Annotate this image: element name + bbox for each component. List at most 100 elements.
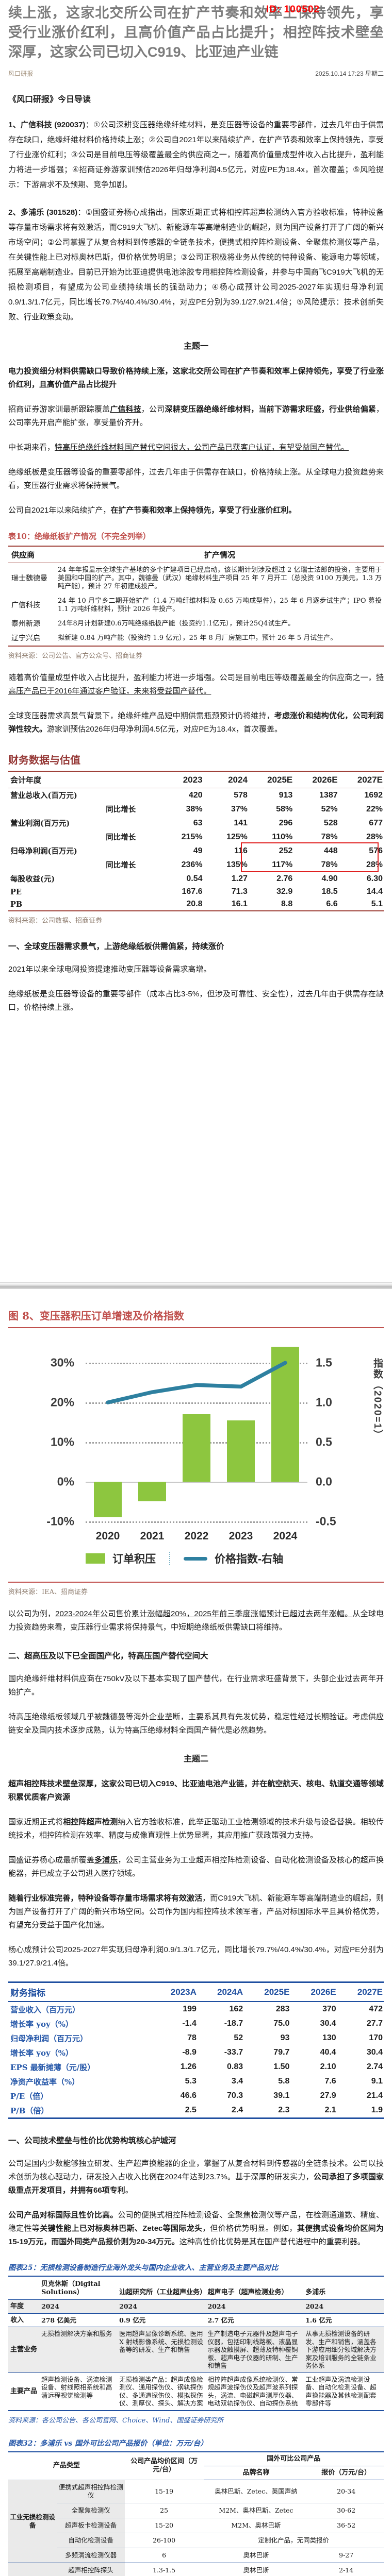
metric-value: 2.3 [278, 2106, 290, 2114]
table-cell: 相控阵超声成像系统检测仪、常规超声波探伤仪及超声波系列探头，涡流、电磁超声测厚仪… [207, 2375, 298, 2408]
group-label: 超声换能器 [8, 2562, 57, 2576]
text-segment: 超声相控阵技术壁垒深厚，这家公司已切入C919、比亚迪电池产业链，并在航空航天、… [8, 1780, 384, 1802]
right-axis-tick: 0.5 [316, 1435, 332, 1449]
merged-note: 定制化产品，无同类报价 [203, 2532, 384, 2548]
metric-value: 58% [276, 804, 293, 814]
text-segment: 国盛证券杨心成最新覆盖 [8, 1856, 94, 1865]
transformer-backlog-chart: 30% 1.5 20% 1.0 10% 0.5 0% 0.0 -10% -0.5 2020 2021 2… [8, 1335, 384, 1568]
metric-value: 38% [186, 804, 203, 814]
table-row: 年度 2024 2024 2024 2024 [8, 2299, 384, 2314]
text-segment: 以公司为例， [8, 1609, 56, 1618]
metric-value: 2.5 [185, 2106, 197, 2114]
column-header: 2026E [290, 1982, 337, 2002]
text-segment: ：①公司深耕变压器绝缘纤维材料，是变压器等设备的重要零部件，过去几年由于供需存在… [8, 121, 384, 189]
paragraph: 随着行业标准完善，特种设备等存量市场需求将有效激活，而C919大飞机、新能源车等… [8, 1892, 384, 1932]
metric-value: 116 [234, 846, 248, 855]
supplier-cell: 辽宁兴启 [11, 634, 40, 642]
metric-value: 2.74 [366, 2062, 383, 2071]
brand-names: 奥林巴斯 [203, 2547, 309, 2563]
text-segment: 关键性能上已对标奥林巴斯、Zetec等国际龙头 [40, 2224, 203, 2233]
column-header: 2025E [244, 1982, 291, 2002]
peer-comparison-table: 贝克休斯（Digital Solutions） 汕超研究所（工业超声业务） 超声电子… [8, 2276, 384, 2411]
metric-value: 1692 [364, 790, 383, 800]
company-header: 多浦乐 [303, 2276, 384, 2300]
metric-value: 75.0 [273, 2019, 290, 2028]
chart8-section: 图 8、变压器积压订单增速及价格指数 30% 1.5 20% 1.0 10% 0.5 0% 0… [0, 1308, 392, 1596]
text-segment: 考虑涨价和结构优化，公司利润弹性较大。 [8, 711, 384, 734]
metric-value: 78% [321, 832, 338, 841]
metric-value: 30.4 [320, 2019, 336, 2028]
row-label: 主营业务 [8, 2327, 40, 2373]
metric-value: 28% [366, 860, 383, 869]
metric-label: 增长率 yoy（%） [10, 2048, 73, 2058]
metric-value: 6.6 [326, 900, 338, 908]
right-axis-tick: -0.5 [316, 1514, 336, 1528]
t32-col-price: 公司产品均价区间（万元/台） [130, 2458, 198, 2473]
table-row: 收入 278 亿美元 0.9 亿元 2.7 亿元 1.6 亿元 [8, 2313, 384, 2327]
gridline [86, 1402, 307, 1404]
digest-item: 2、多浦乐 (301528)：①国盛证券杨心成指出，国家近期正式将相控阵超声检测… [8, 205, 384, 325]
column-header: 2024 [203, 771, 249, 788]
chart8-source: 资料来源：IEA、招商证券 [8, 1588, 88, 1596]
table-row: 主营业务 无损检测解决方案和服务 医用超声显像诊断系统、医用 X 射线影像系统、无损… [8, 2327, 384, 2373]
text-segment: ，公司率先开启产能扩张，享受量价齐升。 [8, 405, 384, 427]
table-cell: 无损检测类产品：超声成像检测仪、通用探伤仪、钢轨探伤仪、多通道探伤仪、模拟探伤仪… [119, 2375, 203, 2408]
metric-value: 3.4 [231, 2077, 243, 2086]
right-axis-tick: 0.0 [316, 1475, 332, 1488]
metric-value: 110% [272, 832, 293, 841]
text-segment: 1、广信科技 (920037) [8, 121, 86, 129]
metric-value: 130 [322, 2033, 336, 2042]
metric-value: 49 [193, 846, 203, 855]
column-header: 财务指标 [8, 1982, 151, 2002]
article-body: 主题一 电力投资细分材料供需缺口导致价格持续上涨，这家北交所公司在扩产节奏和效率上… [0, 340, 392, 1014]
group-label: 工业无损检测设备 [8, 2479, 57, 2563]
product-name: 超声板卡检测设备 [57, 2517, 125, 2533]
publish-datetime: 2025.10.14 17:23 星期二 [315, 70, 384, 77]
metric-value: 135% [226, 860, 248, 869]
price-range: 15-19 [124, 2479, 204, 2503]
metric-value: 2.10 [320, 2062, 336, 2071]
metric-value: 8.8 [281, 900, 293, 908]
metric-value: 63 [193, 818, 203, 827]
paragraph: 公司是国内少数能够独立研发、生产超声换能器的企业，掌握了从复合材料到传感器的全链… [8, 2157, 384, 2197]
metric-value: 40.4 [320, 2048, 336, 2057]
x-axis-tick: 2023 [228, 1530, 253, 1542]
id-watermark: ID: 100502 [266, 4, 320, 15]
price-range: 25 [124, 2502, 204, 2518]
metric-value: 252 [279, 846, 293, 855]
digest-item: 1、广信科技 (920037)：①公司深耕变压器绝缘纤维材料，是变压器等设备的重… [8, 117, 384, 192]
chart-plot-area [86, 1337, 307, 1523]
table32-caption: 图表32：多浦乐 vs 国外可比公司产品报价（单位：万元/台） [8, 2439, 208, 2448]
metric-label: 净资产收益率（%） [10, 2077, 80, 2087]
article-body-2: 以公司为例，2023-2024年公司售价累计涨幅超20%，2025年前三季度涨幅… [0, 1607, 392, 2576]
text-segment: 随着行业标准完善，特种设备等存量市场需求将有效激活 [8, 1894, 203, 1903]
page-divider-1 [0, 1282, 392, 1289]
text-segment: 国家近期正式将 [8, 1818, 63, 1826]
foreign-quote: 30-62 [308, 2502, 384, 2518]
after-fin2-flow: 一、公司技术壁垒与性价比优势构筑核心护城河公司是国内少数能够独立研发、生产超声换… [8, 2134, 384, 2249]
text-segment: 其便携式设备均价区间为15-19万元，而国外同类产品报价则为20-34万元。 [8, 2224, 384, 2246]
price-range: 26-100 [124, 2532, 204, 2548]
bar-2020 [94, 1482, 122, 1518]
paragraph: 国内绝缘纤维材料供应商在750kV及以下基本实现了国产替代，在行业需求旺盛背景下… [8, 1672, 384, 1699]
x-axis-tick: 2022 [184, 1530, 209, 1542]
metric-value: 420 [188, 790, 203, 800]
fin2-section: 财务指标 2023A 2024A 2025E 2026E 2027E 营业收入（百万元） 1… [8, 1981, 384, 2119]
theme1-flow: 主题一 电力投资细分材料供需缺口导致价格持续上涨，这家北交所公司在扩产节奏和效率上… [8, 340, 384, 517]
section-heading: 一、公司技术壁垒与性价比优势构筑核心护城河 [8, 2134, 384, 2146]
table-row: 广信科技 24 年 10 月宁乡二期开始扩产（1.4 万吨纤维材料及 0.65 万… [8, 594, 384, 617]
metric-value: 1387 [319, 790, 338, 800]
table-row: 营业利润(百万元) 63 141 296 528 677 [8, 816, 384, 830]
text-segment: 这种高性价比优势是其在国产替代进程中的重要利器。 [179, 2238, 365, 2246]
metric-label: EPS 最新摊薄（元/股） [10, 2062, 95, 2072]
metric-value: 5.8 [278, 2077, 290, 2086]
paragraph: 2021年以来全球电网投资提速推动变压器等设备需求高增。 [8, 963, 384, 976]
metric-value: 78% [321, 860, 338, 869]
detail-cell: 24年8月计划新建0.6万吨绝缘纸板产能（投资约1.1亿元），预计25Q4试生产… [58, 620, 295, 628]
table-row: 同比增长 38% 37% 58% 52% 22% [8, 802, 384, 816]
metric-value: 5.3 [185, 2077, 197, 2086]
table-cell: 2024 [205, 2299, 304, 2314]
company-header: 超声电子（超声检测业务） [205, 2276, 304, 2300]
metric-value: 39.1 [273, 2091, 290, 2100]
